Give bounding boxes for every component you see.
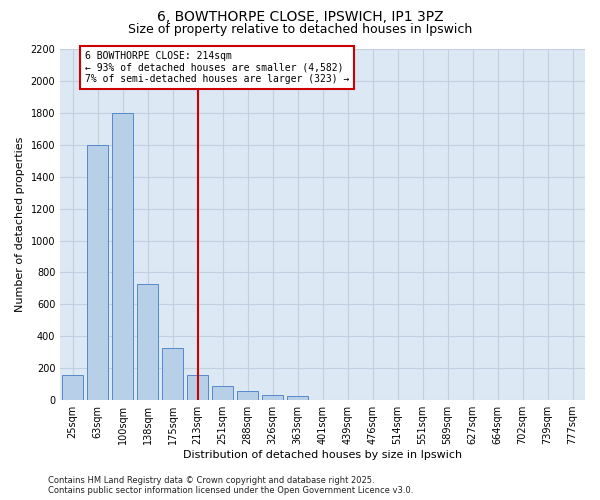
Bar [112,113,133,400]
X-axis label: Distribution of detached houses by size in Ipswich: Distribution of detached houses by size … [183,450,462,460]
Text: Contains HM Land Registry data © Crown copyright and database right 2025.
Contai: Contains HM Land Registry data © Crown c… [48,476,413,495]
Y-axis label: Number of detached properties: Number of detached properties [15,137,25,312]
Bar [137,284,158,400]
Bar [237,392,258,400]
Text: 6 BOWTHORPE CLOSE: 214sqm
← 93% of detached houses are smaller (4,582)
7% of sem: 6 BOWTHORPE CLOSE: 214sqm ← 93% of detac… [85,50,350,84]
Bar [262,396,283,400]
Bar [287,396,308,400]
Bar [87,145,108,400]
Bar [162,348,183,400]
Bar [62,374,83,400]
Text: 6, BOWTHORPE CLOSE, IPSWICH, IP1 3PZ: 6, BOWTHORPE CLOSE, IPSWICH, IP1 3PZ [157,10,443,24]
Bar [187,374,208,400]
Bar [212,386,233,400]
Text: Size of property relative to detached houses in Ipswich: Size of property relative to detached ho… [128,22,472,36]
